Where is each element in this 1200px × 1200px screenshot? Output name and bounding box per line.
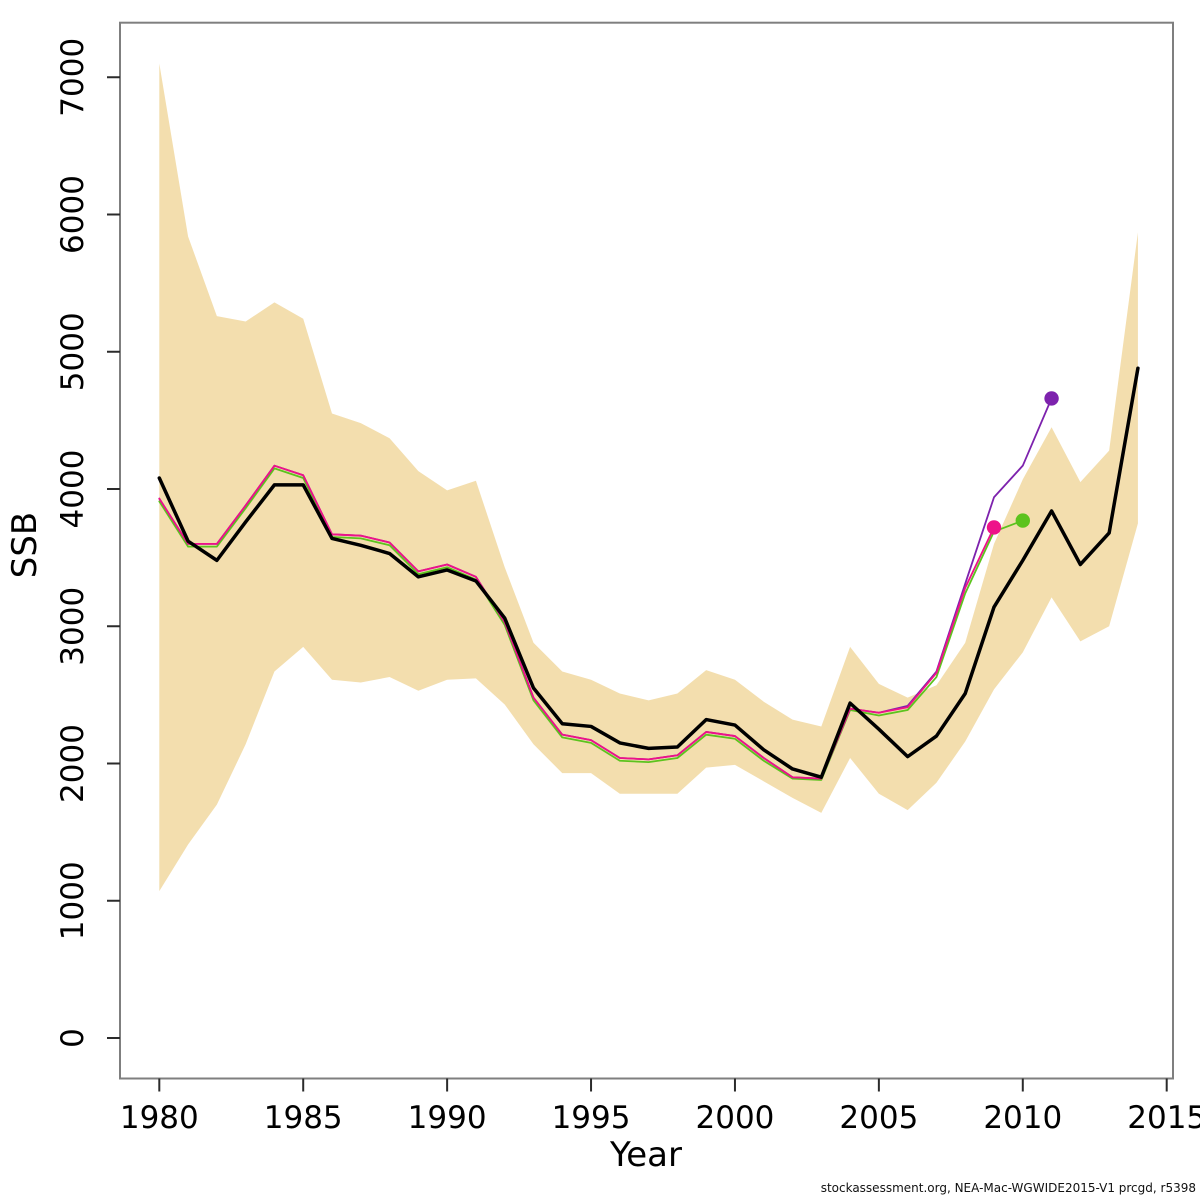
x-tick-label: 2000 (696, 1100, 775, 1136)
plot-border (119, 21, 1174, 1080)
x-tick-label: 1990 (408, 1100, 487, 1136)
y-tick-label: 4000 (55, 450, 91, 529)
y-tick-label: 2000 (55, 724, 91, 803)
x-axis-title: Year (609, 1135, 682, 1175)
x-tick-label: 1995 (552, 1100, 631, 1136)
retro-run-purple-endpoint-dot (1044, 391, 1059, 406)
y-tick-label: 1000 (55, 861, 91, 940)
x-tick-label: 2015 (1127, 1100, 1200, 1136)
x-tick-label: 2005 (839, 1100, 918, 1136)
y-tick-label: 3000 (55, 587, 91, 666)
y-tick-label: 6000 (55, 175, 91, 254)
confidence-band (159, 63, 1138, 892)
x-tick-label: 1980 (120, 1100, 199, 1136)
retro-run-green-endpoint-dot (1015, 513, 1030, 528)
footer-credit: stockassessment.org, NEA-Mac-WGWIDE2015-… (821, 1181, 1196, 1195)
y-tick-label: 7000 (55, 38, 91, 117)
x-tick-label: 1985 (264, 1100, 343, 1136)
y-tick-label: 0 (55, 1028, 91, 1048)
x-tick-label: 2010 (983, 1100, 1062, 1136)
current-assessment-ssb-line (157, 366, 1140, 779)
plot-area: 1980 1985 1990 1995 2000 2005 2010 2015 0 1000 200… (55, 21, 1200, 1136)
y-axis-title: SSB (5, 512, 45, 579)
retro-run-green-line (158, 467, 1024, 781)
retro-run-magenta-endpoint-dot (986, 520, 1002, 535)
y-tick-label: 5000 (55, 312, 91, 391)
